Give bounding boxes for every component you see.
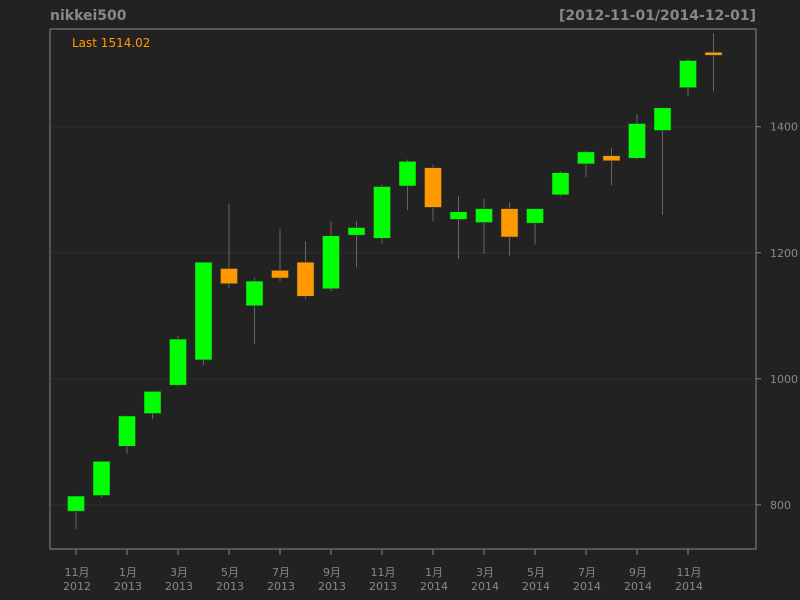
candle-body [194, 261, 213, 361]
candle-body [653, 107, 672, 131]
candle-body [449, 211, 468, 220]
candle-body [347, 227, 366, 236]
x-tick-label-month: 9月 [323, 566, 341, 579]
last-value-label: Last 1514.02 [72, 36, 150, 50]
candle-body [296, 261, 315, 297]
x-tick-label-year: 2014 [420, 580, 448, 593]
y-tick-label: 1000 [770, 373, 798, 386]
candle-body [245, 280, 264, 306]
candle-body [424, 167, 442, 208]
date-range-label: [2012-11-01/2014-12-01] [559, 8, 756, 24]
x-tick-label-month: 5月 [527, 566, 545, 579]
candle-body [679, 60, 697, 88]
candle-body [271, 270, 289, 279]
y-tick-label: 1200 [770, 247, 798, 260]
x-tick-label-month: 1月 [425, 566, 443, 579]
x-tick-label-year: 2013 [165, 580, 193, 593]
candle-body [398, 161, 417, 187]
x-tick-label-year: 2014 [573, 580, 601, 593]
y-tick-label: 800 [770, 499, 791, 512]
x-tick-label-month: 1月 [119, 566, 137, 579]
y-axis: 800 1000 1200 1400 [756, 121, 798, 512]
chart-title: nikkei500 [50, 8, 127, 24]
wick-layer [75, 33, 714, 529]
x-tick-label-month: 5月 [221, 566, 239, 579]
candle-body [322, 235, 340, 289]
x-tick-label-month: 7月 [272, 566, 290, 579]
candle-body [143, 391, 162, 414]
x-tick-label-month: 3月 [170, 566, 188, 579]
x-tick-label-year: 2014 [675, 580, 703, 593]
candle-body [475, 208, 493, 223]
candle-body [577, 151, 595, 165]
x-tick-label-month: 7月 [578, 566, 596, 579]
y-tick-label: 1400 [770, 121, 798, 134]
x-tick-label-year: 2014 [522, 580, 550, 593]
x-axis: 11月20121月20133月20135月20137月20139月201311月… [63, 549, 703, 593]
x-tick-label-month: 11月 [65, 566, 90, 579]
x-tick-label-year: 2012 [63, 580, 91, 593]
candle-bodies [67, 52, 723, 512]
candle-body [220, 268, 238, 284]
x-tick-label-year: 2014 [624, 580, 652, 593]
candle-body [526, 208, 544, 224]
candle-body [67, 495, 85, 512]
candle-body [704, 52, 723, 56]
x-tick-label-year: 2013 [216, 580, 244, 593]
x-tick-label-year: 2013 [318, 580, 346, 593]
candle-body [602, 155, 621, 161]
x-tick-label-year: 2013 [114, 580, 142, 593]
x-tick-label-month: 3月 [476, 566, 494, 579]
x-tick-label-year: 2013 [267, 580, 295, 593]
candle-body [551, 172, 570, 196]
x-tick-label-month: 11月 [677, 566, 702, 579]
plot-frame [49, 28, 757, 550]
x-tick-label-month: 9月 [629, 566, 647, 579]
candle-body [373, 186, 391, 239]
x-tick-label-month: 11月 [371, 566, 396, 579]
candle-body [500, 208, 519, 238]
candle-body [92, 461, 111, 496]
x-tick-label-year: 2014 [471, 580, 499, 593]
candle-body [628, 123, 646, 159]
candle-body [118, 415, 136, 447]
x-tick-label-year: 2013 [369, 580, 397, 593]
candle-body [169, 338, 187, 386]
